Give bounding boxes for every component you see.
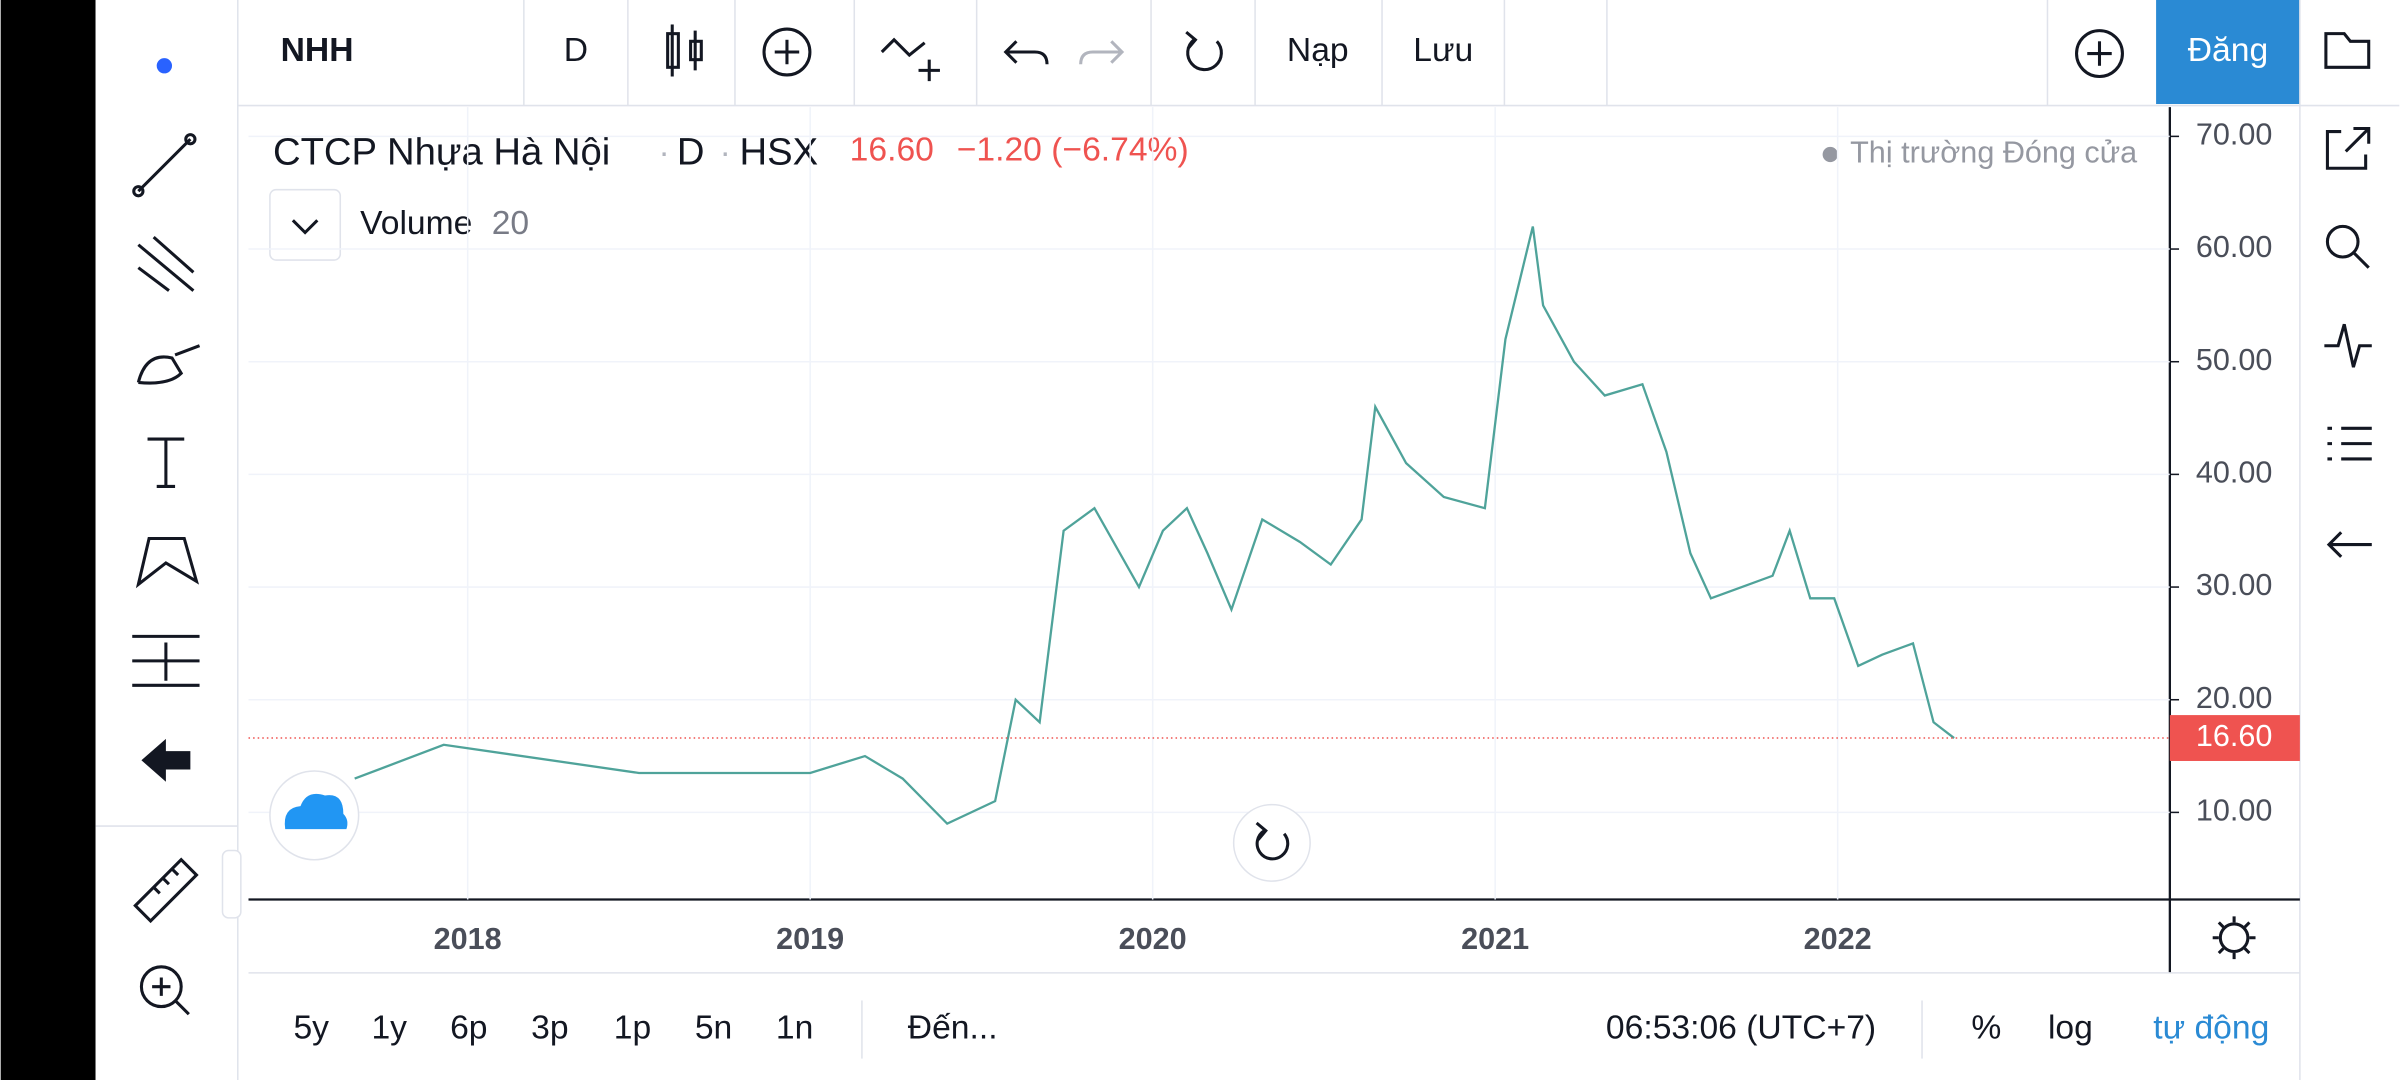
last-price-label: 16.60 — [2196, 719, 2273, 753]
logo — [284, 793, 348, 830]
range-button[interactable]: 1p — [614, 1009, 651, 1046]
drawing-tools — [132, 58, 242, 1016]
fib-tool[interactable] — [137, 235, 195, 292]
y-tick-label: 50.00 — [2196, 343, 2273, 377]
auto-toggle[interactable]: tự động — [2153, 1009, 2269, 1046]
x-tick-label: 2021 — [1461, 922, 1529, 956]
market-status: Thị trường Đóng cửa — [1850, 136, 2137, 170]
data-window-icon[interactable] — [2324, 323, 2372, 368]
undo-button[interactable] — [1003, 40, 1049, 65]
status-dot — [1822, 146, 1838, 163]
ruler-tool[interactable] — [133, 857, 199, 924]
symbol[interactable]: NHH — [281, 32, 354, 69]
exchange: HSX — [740, 131, 819, 174]
search-icon[interactable] — [2325, 224, 2370, 269]
back-tool[interactable] — [141, 738, 191, 782]
chevron — [291, 219, 319, 235]
topbar-separators — [523, 0, 2049, 106]
folder-icon[interactable] — [2324, 32, 2371, 69]
range-button[interactable]: 3p — [531, 1009, 568, 1046]
interval[interactable]: D — [564, 32, 588, 69]
percent-toggle[interactable]: % — [1971, 1009, 2001, 1046]
load-button[interactable]: Nạp — [1287, 32, 1349, 69]
x-tick-label: 2019 — [776, 922, 844, 956]
x-tick-label: 2022 — [1804, 922, 1872, 956]
price-line — [354, 226, 1955, 826]
redo-button[interactable] — [1079, 40, 1125, 65]
clock: 06:53:06 (UTC+7) — [1606, 1009, 1876, 1046]
reset-view-icon — [1255, 821, 1290, 861]
y-tick-label: 20.00 — [2196, 681, 2273, 715]
right-panel-icons — [2324, 32, 2372, 558]
legend-toggle[interactable] — [269, 188, 342, 261]
security-name: CTCP Nhựa Hà Nội — [273, 131, 610, 174]
y-tick-label: 70.00 — [2196, 117, 2273, 151]
legend-interval: D — [677, 131, 705, 174]
zoom-tool[interactable] — [139, 965, 190, 1016]
separator: · — [658, 134, 669, 171]
left-edge — [0, 0, 96, 1080]
range-button[interactable]: 5n — [695, 1009, 732, 1046]
signin-button-bg[interactable] — [2156, 0, 2300, 105]
last-price: 16.60 — [850, 131, 934, 168]
reset-button[interactable] — [1185, 30, 1223, 72]
price-change: −1.20 (−6.74%) — [957, 131, 1189, 168]
trendline-tool[interactable] — [132, 133, 197, 198]
range-button[interactable]: 1n — [776, 1009, 813, 1046]
indicator-param: 20 — [492, 205, 529, 242]
add-button[interactable] — [2075, 29, 2124, 79]
pattern-tool[interactable] — [135, 536, 200, 589]
y-tick-label: 40.00 — [2196, 455, 2273, 489]
x-tick-label: 2018 — [434, 922, 502, 956]
last-price-tag — [2169, 715, 2300, 761]
range-button[interactable]: 1y — [371, 1009, 407, 1046]
compare-button[interactable] — [762, 27, 812, 77]
popout-icon[interactable] — [2325, 126, 2371, 170]
y-tick-label: 30.00 — [2196, 568, 2273, 602]
y-tick-label: 10.00 — [2196, 793, 2273, 827]
save-button[interactable]: Lưu — [1413, 32, 1473, 69]
collapse-handle[interactable] — [221, 849, 242, 919]
goto-date[interactable]: Đến... — [908, 1009, 998, 1046]
plot: 2018 2019 2020 2021 2022 10.00 20.00 30.00 40.00… — [248, 107, 2300, 956]
signin-button[interactable]: Đăng — [2188, 32, 2268, 69]
settings-icon[interactable] — [2212, 916, 2256, 960]
chart-style-button[interactable] — [666, 24, 703, 77]
brush-tool[interactable] — [136, 344, 201, 385]
y-tick-label: 60.00 — [2196, 230, 2273, 264]
range-button[interactable]: 6p — [450, 1009, 487, 1046]
indicators-button[interactable] — [880, 37, 940, 82]
reset-view-badge[interactable] — [1232, 803, 1311, 882]
range-button[interactable]: 5y — [293, 1009, 329, 1046]
log-toggle[interactable]: log — [2048, 1009, 2093, 1046]
cursor-tool[interactable] — [156, 58, 173, 74]
back-icon[interactable] — [2326, 531, 2372, 558]
text-tool[interactable] — [147, 437, 185, 488]
range-buttons: 5y 1y 6p 3p 1p 5n 1n — [293, 1009, 813, 1046]
measure-tool[interactable] — [132, 634, 200, 687]
separator: · — [720, 134, 731, 171]
indicator-name: Volume — [360, 205, 472, 242]
watchlist-icon[interactable] — [2327, 426, 2372, 461]
x-tick-label: 2020 — [1119, 922, 1187, 956]
